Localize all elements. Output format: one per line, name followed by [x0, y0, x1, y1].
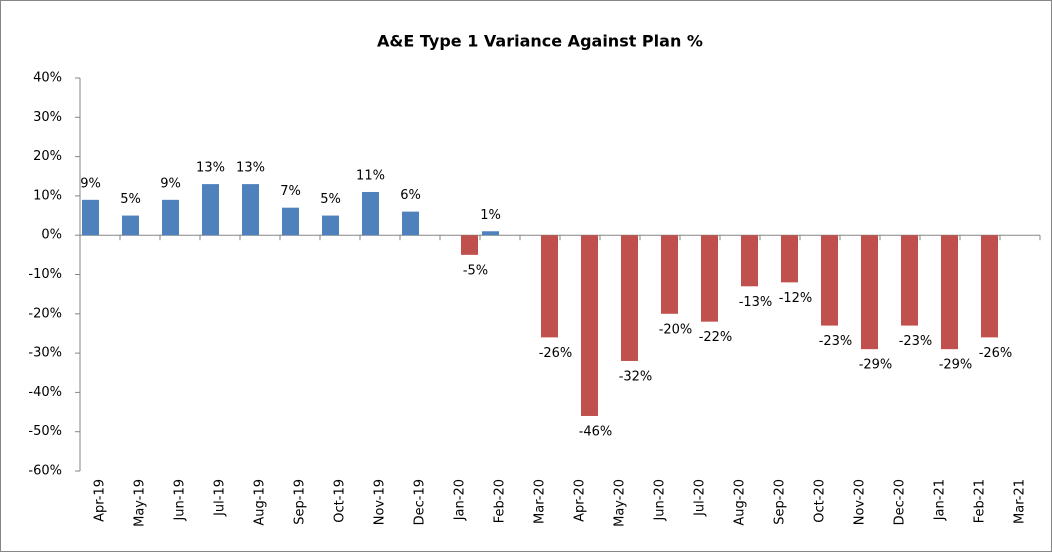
data-label: -12%	[779, 291, 813, 306]
x-tick-label: Sep-20	[773, 479, 788, 525]
bar	[322, 215, 339, 236]
data-label: 5%	[120, 192, 141, 207]
data-label: -5%	[463, 263, 488, 278]
data-label: -22%	[699, 330, 733, 345]
bar	[162, 199, 179, 236]
bar	[981, 235, 998, 338]
bar	[461, 235, 478, 255]
data-label: 13%	[196, 161, 225, 176]
data-label: 5%	[320, 192, 341, 207]
x-tick-label: May-20	[613, 479, 628, 527]
y-tick-label: 40%	[33, 71, 62, 86]
x-tick-label: Mar-21	[1013, 479, 1028, 524]
x-tick-label: Jun-20	[653, 479, 668, 522]
y-tick-label: 30%	[33, 110, 62, 125]
bar	[362, 191, 379, 236]
x-tick-label: Aug-19	[253, 479, 268, 526]
x-tick-label: Aug-20	[733, 479, 748, 526]
bar	[122, 215, 139, 236]
data-label: 13%	[236, 161, 265, 176]
data-label: -29%	[939, 358, 973, 373]
x-tick-label: Feb-21	[973, 479, 988, 523]
data-label: -26%	[539, 346, 573, 361]
bar	[861, 235, 878, 350]
x-tick-label: Oct-20	[813, 479, 828, 523]
data-label: 7%	[280, 184, 301, 199]
bar	[661, 235, 678, 314]
y-tick-label: -20%	[28, 306, 62, 321]
x-tick-label: Jul-20	[693, 479, 708, 517]
x-tick-label: Jan-21	[933, 479, 948, 521]
data-label: 11%	[356, 168, 385, 183]
bar	[821, 235, 838, 326]
bar	[701, 235, 718, 322]
chart-title: A&E Type 1 Variance Against Plan %	[377, 32, 703, 51]
x-tick-label: Dec-19	[413, 479, 428, 525]
x-tick-label: Oct-19	[333, 479, 348, 523]
bar	[621, 235, 638, 361]
data-label: 1%	[480, 208, 501, 223]
data-label: -32%	[619, 369, 653, 384]
y-tick-label: 20%	[33, 149, 62, 164]
x-tick-label: Apr-20	[573, 479, 588, 522]
x-tick-label: Apr-19	[93, 479, 108, 522]
y-tick-label: 10%	[33, 188, 62, 203]
x-tick-label: Jun-19	[173, 479, 188, 522]
data-label: 9%	[80, 176, 101, 191]
x-tick-label: Jan-20	[453, 479, 468, 521]
bar	[402, 211, 419, 236]
data-label: -23%	[899, 334, 933, 349]
y-tick-label: -50%	[28, 424, 62, 439]
bar	[941, 235, 958, 350]
y-tick-label: -10%	[28, 267, 62, 282]
bar	[781, 235, 798, 283]
x-tick-label: May-19	[133, 479, 148, 527]
bar	[82, 199, 99, 236]
bar	[202, 184, 219, 236]
y-tick-label: -60%	[28, 464, 62, 479]
bar	[242, 184, 259, 236]
x-tick-label: Sep-19	[293, 479, 308, 525]
y-tick-label: -30%	[28, 346, 62, 361]
bar	[581, 235, 598, 416]
x-tick-label: Jul-19	[213, 479, 228, 517]
x-tick-label: Dec-20	[893, 479, 908, 525]
bar	[901, 235, 918, 326]
data-label: -29%	[859, 358, 893, 373]
x-tick-label: Feb-20	[493, 479, 508, 523]
y-tick-label: -40%	[28, 385, 62, 400]
x-tick-label: Nov-19	[373, 479, 388, 525]
data-label: -20%	[659, 322, 693, 337]
data-label: -13%	[739, 295, 773, 310]
data-label: -46%	[579, 424, 613, 439]
bar	[482, 231, 499, 236]
data-label: -23%	[819, 334, 853, 349]
x-tick-label: Nov-20	[853, 479, 868, 525]
bar	[541, 235, 558, 338]
data-label: 9%	[160, 176, 181, 191]
y-tick-label: 0%	[41, 228, 62, 243]
bar	[741, 235, 758, 287]
bar	[282, 207, 299, 236]
x-tick-label: Mar-20	[533, 479, 548, 524]
data-label: 6%	[400, 188, 421, 203]
data-label: -26%	[979, 346, 1013, 361]
